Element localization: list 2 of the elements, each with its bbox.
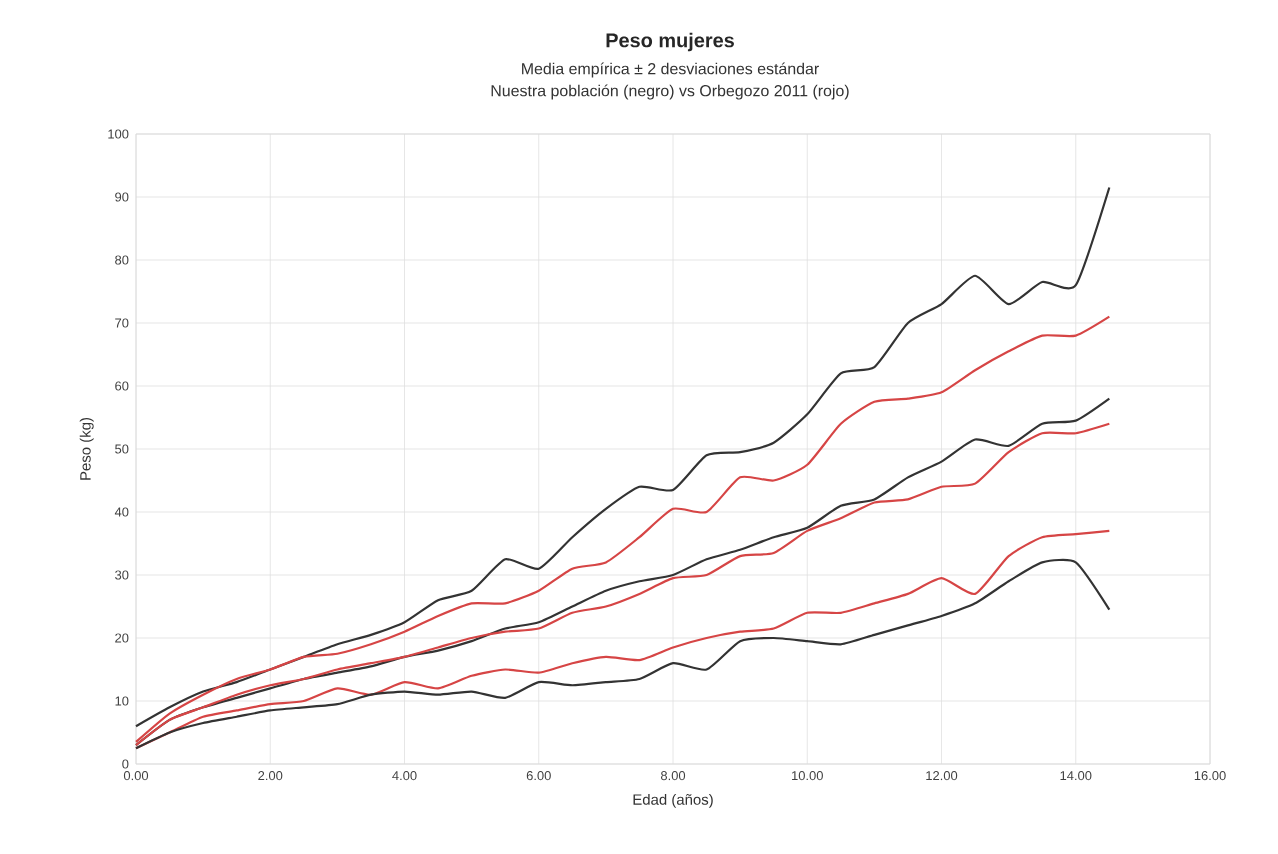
line-series (134, 186, 1111, 728)
chart-title: Peso mujeres (606, 32, 734, 52)
